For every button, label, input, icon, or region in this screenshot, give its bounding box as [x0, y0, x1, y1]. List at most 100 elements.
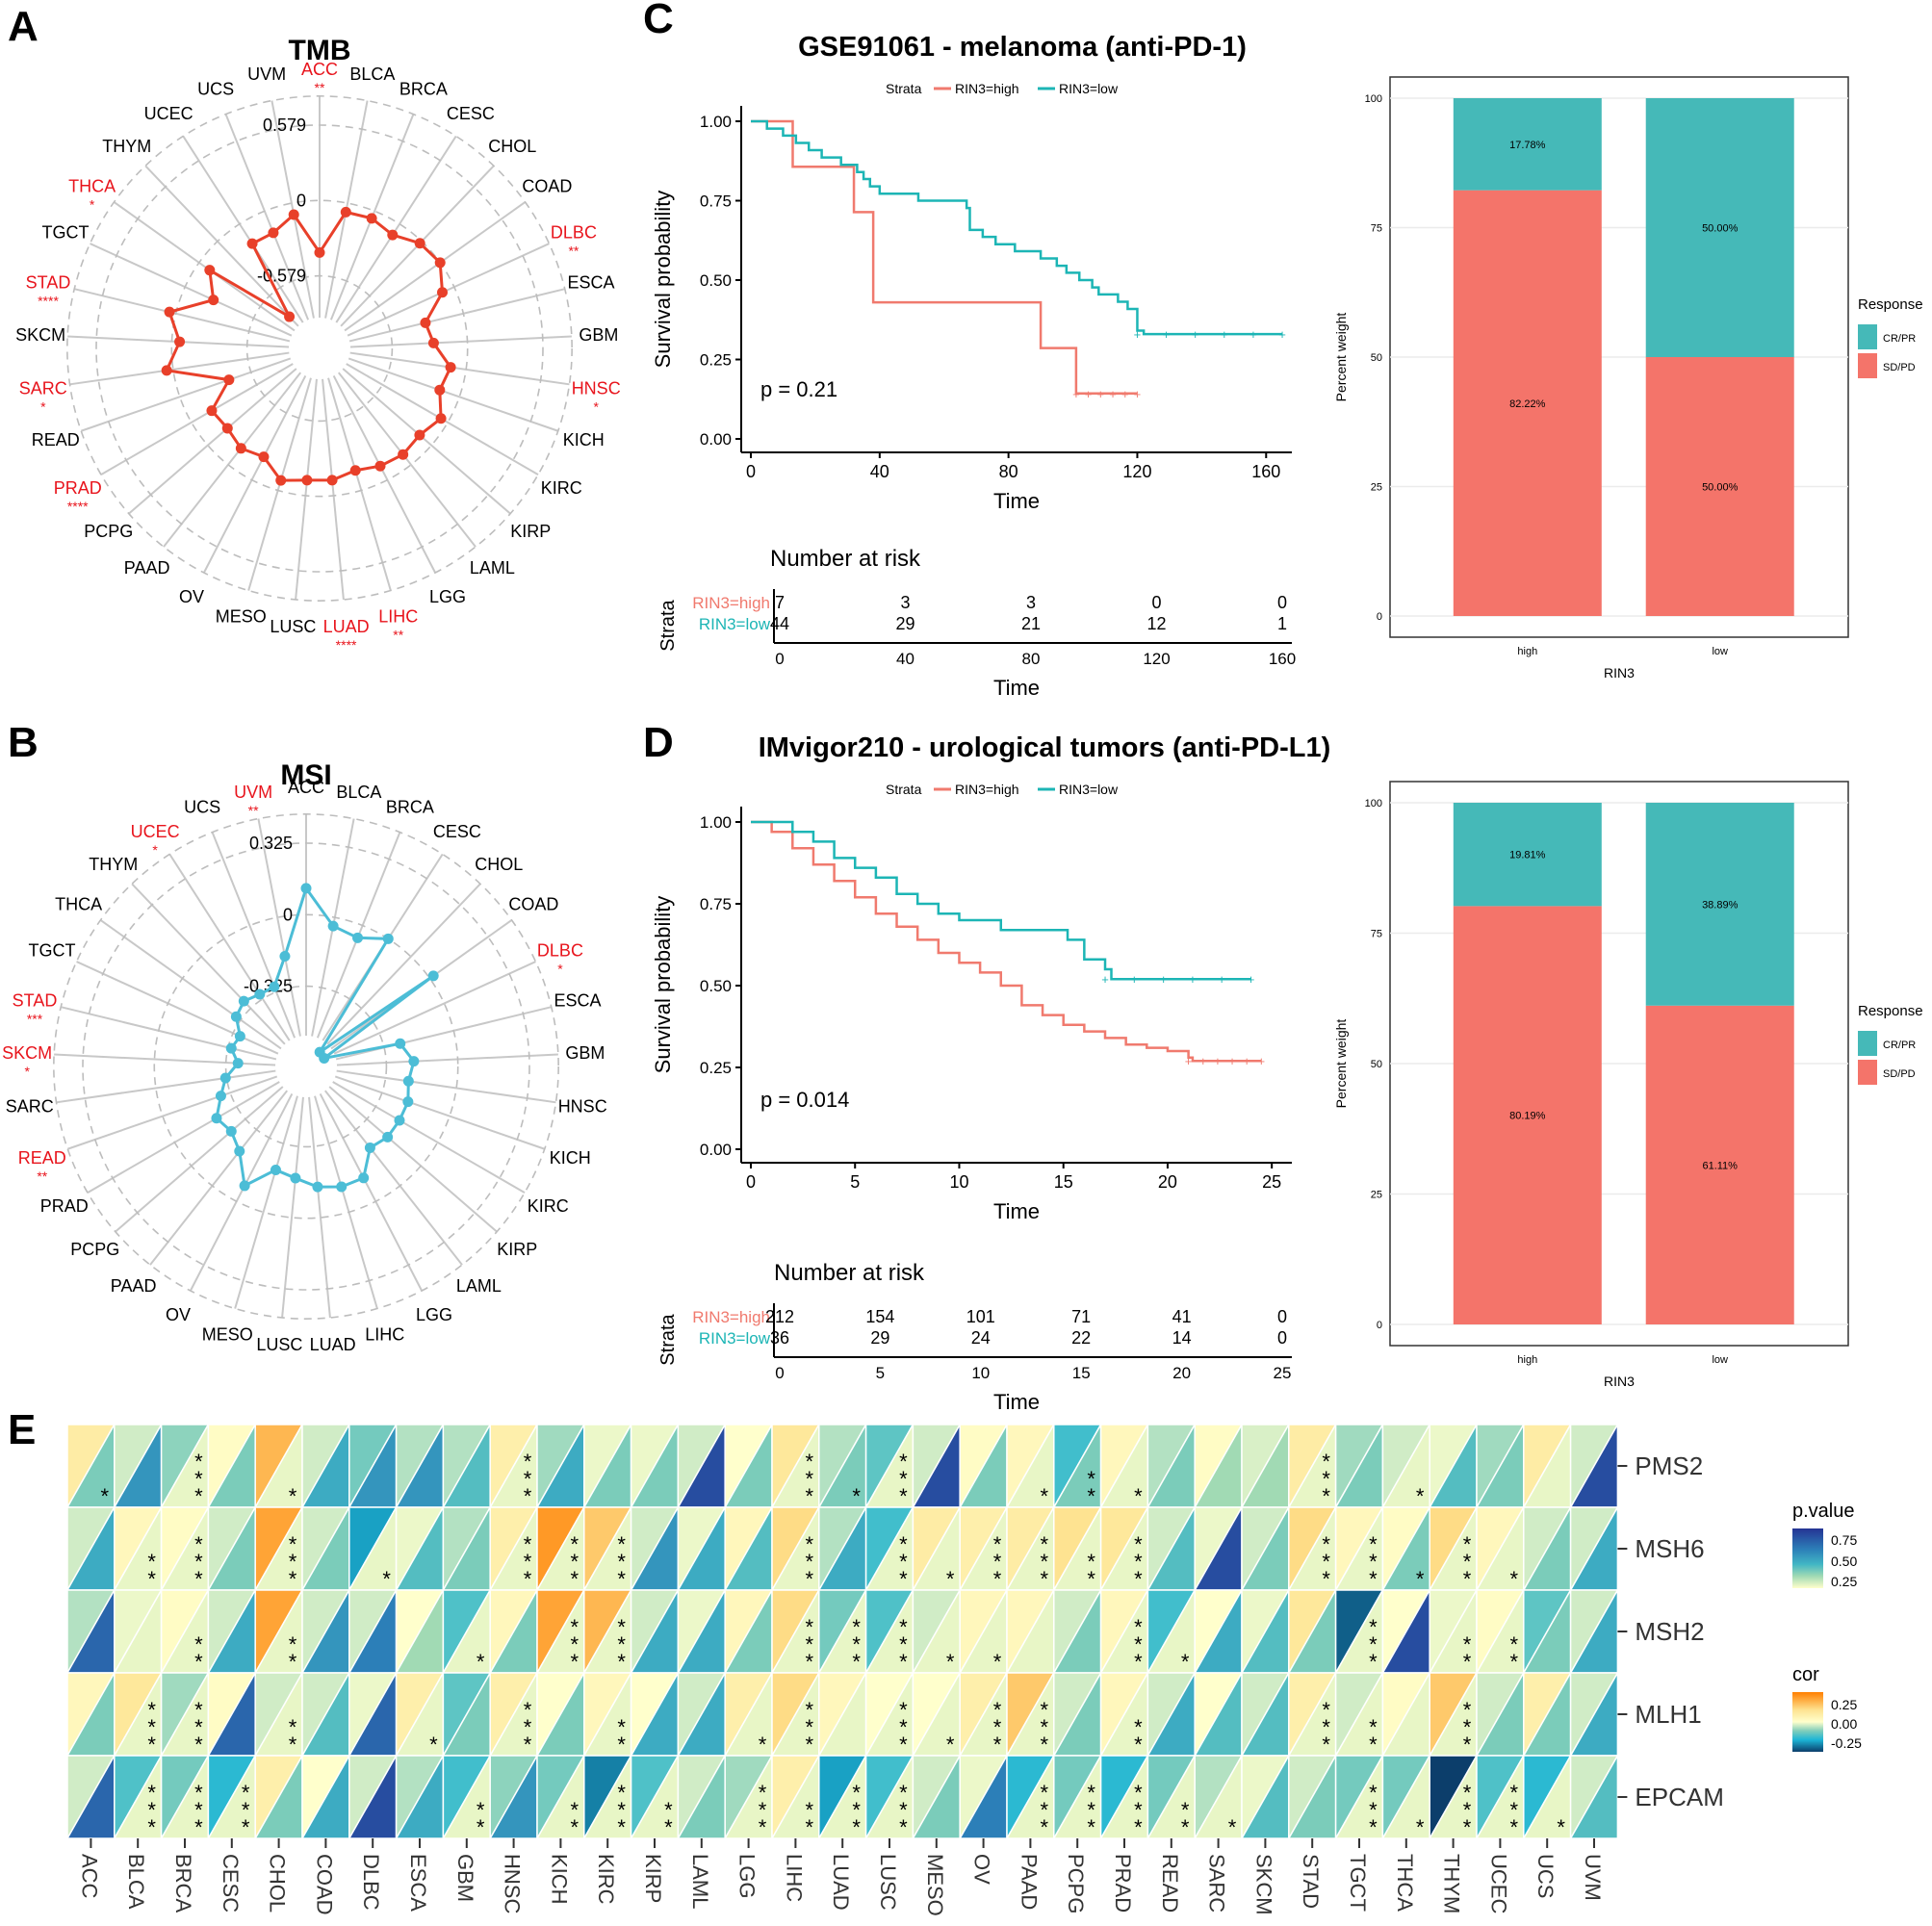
- radar-spoke: [342, 368, 511, 515]
- radar-spoke: [319, 1092, 424, 1292]
- radar-data-point: [300, 883, 312, 894]
- censor-mark: +: [1163, 327, 1171, 342]
- heatmap-column-label: LUAD: [829, 1854, 853, 1911]
- legend-swatch: [1858, 353, 1877, 378]
- censor-mark: +: [1221, 327, 1228, 342]
- radar-category-label: STAD: [13, 991, 58, 1011]
- radar-data-point: [301, 475, 313, 486]
- significance-star: *: [1369, 1798, 1378, 1822]
- radar-data-point: [174, 336, 186, 347]
- risk-value: 71: [1071, 1307, 1091, 1326]
- bar-data-label: 50.00%: [1702, 223, 1739, 235]
- significance-star: *: [242, 1781, 250, 1805]
- radar-data-point: [239, 1180, 250, 1192]
- radar-category-label: CHOL: [488, 137, 536, 156]
- radar-category-label: OV: [166, 1305, 191, 1324]
- radar-spoke: [144, 165, 299, 327]
- radar-spoke: [348, 288, 566, 343]
- bar-segment: [1453, 190, 1602, 616]
- significance-star: *: [759, 1815, 767, 1839]
- radar-data-point: [427, 970, 439, 982]
- risk-time-label: 20: [1172, 1364, 1191, 1382]
- radar-ring: [82, 842, 530, 1291]
- significance-star: *: [617, 1615, 626, 1639]
- significance-star: *: [1369, 1715, 1378, 1739]
- significance-star: *: [1322, 1715, 1330, 1739]
- radar-data-point: [327, 920, 339, 932]
- risk-value: 36: [770, 1328, 789, 1348]
- significance-star: *: [194, 1632, 203, 1656]
- radar-category-label: GBM: [579, 325, 618, 345]
- significance-star: *: [993, 1733, 1002, 1757]
- radar-category-label: LUSC: [270, 617, 316, 636]
- significance-star: *: [993, 1550, 1002, 1574]
- risk-row-label: RIN3=low: [699, 1329, 771, 1348]
- radar-data-point: [326, 475, 338, 486]
- significance-star: *: [1463, 1698, 1472, 1722]
- radar-category-label: CESC: [447, 104, 495, 123]
- significance-star: *: [806, 1798, 814, 1822]
- radar-data-point: [270, 1164, 281, 1175]
- x-axis-label: RIN3: [1604, 665, 1635, 681]
- radar-data-point: [336, 1181, 348, 1193]
- significance-star: *: [617, 1632, 626, 1656]
- significance-star: *: [899, 1650, 908, 1674]
- legend-tick: 0.50: [1831, 1554, 1857, 1569]
- p-value-label: p = 0.21: [760, 377, 837, 401]
- significance-star: *: [993, 1698, 1002, 1722]
- significance-star: *: [289, 1532, 297, 1556]
- significance-star: *: [1087, 1781, 1095, 1805]
- significance-star: *: [1134, 1798, 1143, 1822]
- significance-star: *: [571, 1815, 580, 1839]
- km-title: GSE91061 - melanoma (anti-PD-1): [798, 32, 1247, 63]
- significance-star: *: [1134, 1715, 1143, 1739]
- risk-row-label: RIN3=low: [699, 615, 771, 633]
- significance-star: *: [194, 1781, 203, 1805]
- radar-data-point: [290, 1172, 301, 1184]
- significance-star: *: [571, 1632, 580, 1656]
- radar-category-label: LIHC: [378, 606, 418, 626]
- radar-category-label: CESC: [433, 822, 481, 841]
- significance-star: *: [147, 1550, 156, 1574]
- radar-data-point: [414, 238, 425, 249]
- radar-category-label: KIRC: [528, 1196, 569, 1216]
- heatmap-row-label: EPCAM: [1635, 1783, 1723, 1811]
- heatmap-column-label: PRAD: [1111, 1854, 1135, 1913]
- heatmap-column-label: CESC: [219, 1854, 243, 1913]
- significance-star: *: [1510, 1815, 1519, 1839]
- radar-spoke: [80, 357, 292, 432]
- significance-star: *: [852, 1632, 861, 1656]
- legend-label: RIN3=high: [955, 81, 1019, 96]
- radar-data-point: [319, 1052, 330, 1064]
- risk-value: 22: [1071, 1328, 1091, 1348]
- legend-swatch: [1858, 324, 1877, 349]
- radar-category-label: SKCM: [2, 1043, 52, 1063]
- significance-star: *: [1134, 1615, 1143, 1639]
- radar-category-label: PCPG: [84, 522, 133, 541]
- radar-category-label: UCEC: [144, 104, 193, 123]
- y-tick-label: 0.50: [700, 271, 732, 290]
- risk-value: 154: [865, 1307, 894, 1326]
- radar-spoke: [163, 372, 302, 548]
- heatmap-column-label: ACC: [77, 1854, 101, 1899]
- radar-data-point: [204, 265, 216, 276]
- y-axis-label: Percent weight: [1333, 1019, 1349, 1109]
- significance-star: *: [429, 1733, 438, 1757]
- y-tick-label: 1.00: [700, 813, 732, 832]
- significance-star: *: [242, 1815, 250, 1839]
- radar-category-label: LUAD: [310, 1335, 356, 1354]
- significance-star: *: [1087, 1815, 1095, 1839]
- significance-star: *: [524, 1467, 532, 1491]
- significance-star: *: [993, 1532, 1002, 1556]
- heatmap-column-label: COAD: [312, 1854, 336, 1915]
- radar-significance-label: ****: [38, 294, 59, 309]
- risk-value: 29: [870, 1328, 889, 1348]
- censor-mark: +: [1278, 327, 1286, 342]
- significance-star: *: [946, 1650, 955, 1674]
- y-tick-label: 1.00: [700, 113, 732, 131]
- radar-category-label: PCPG: [70, 1240, 119, 1259]
- radar-data-point: [349, 465, 361, 476]
- radar-spoke: [211, 832, 296, 1039]
- radar-data-point: [402, 1096, 414, 1108]
- radar-chart-msi: MSI 0.325 0 -0.325 ACC BLCA BRCA CESC CHOL COAD D…: [2, 759, 607, 1354]
